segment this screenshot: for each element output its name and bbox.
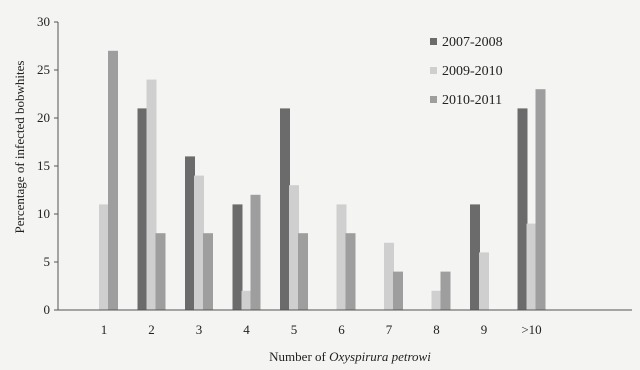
bar-3-1 (108, 50, 118, 311)
legend-label-3: 2010-2011 (442, 93, 502, 108)
y-tick-label-2: 10 (37, 206, 50, 221)
legend-label-1: 2007-2008 (442, 35, 503, 50)
bar-3-3 (203, 233, 213, 310)
bar-3-8 (440, 271, 451, 310)
bars-layer (99, 50, 546, 311)
legend-swatch-3 (430, 96, 437, 103)
x-tick-label-1: 1 (101, 322, 108, 337)
x-axis-title-prefix: Number of (269, 349, 329, 364)
y-tick-label-5: 25 (37, 62, 50, 77)
bar-1-4 (232, 204, 243, 310)
y-tick-label-3: 15 (37, 158, 50, 173)
y-axis-title: Percentage of infected bobwhites (12, 61, 27, 234)
bar-1-9 (470, 204, 480, 310)
y-tick-label-6: 30 (37, 14, 50, 29)
bar-2-6 (336, 204, 347, 310)
y-tick-label-4: 20 (37, 110, 50, 125)
legend: 2007-2008 2009-2010 2010-2011 (430, 35, 503, 108)
x-tick-label-10: >10 (521, 322, 541, 337)
x-tick-label-8: 8 (433, 322, 440, 337)
bar-2-9 (479, 252, 489, 310)
bar-2-4 (241, 290, 252, 310)
x-tick-label-6: 6 (338, 322, 345, 337)
y-tick-label-0: 0 (44, 302, 51, 317)
bar-2-8 (431, 290, 442, 310)
legend-swatch-2 (430, 67, 437, 74)
x-axis-title-species: Oxyspirura petrowi (329, 349, 431, 364)
x-axis-title: Number of Oxyspirura petrowi (269, 349, 431, 364)
x-tick-label-5: 5 (291, 322, 298, 337)
legend-label-2: 2009-2010 (442, 64, 503, 79)
bar-2-7 (384, 242, 394, 310)
bar-1-10 (517, 108, 528, 311)
legend-swatch-1 (430, 38, 437, 45)
bar-3-10 (535, 89, 546, 310)
x-tick-label-3: 3 (196, 322, 203, 337)
bar-3-4 (250, 194, 261, 310)
bar-1-3 (185, 156, 195, 310)
bar-2-3 (194, 175, 204, 310)
bar-2-2 (146, 79, 157, 310)
bar-3-6 (345, 233, 356, 310)
ticks-layer: 0 5 10 15 20 25 30 1 2 3 4 5 6 7 8 9 >10 (37, 14, 542, 337)
bar-2-10 (526, 223, 537, 310)
x-tick-label-4: 4 (243, 322, 250, 337)
y-tick-label-1: 5 (44, 254, 51, 269)
bar-3-5 (298, 233, 308, 310)
bar-2-5 (289, 185, 299, 310)
bar-3-7 (393, 271, 403, 310)
bar-1-5 (280, 108, 290, 311)
x-tick-label-9: 9 (481, 322, 488, 337)
bar-3-2 (155, 233, 166, 310)
x-tick-label-7: 7 (386, 322, 393, 337)
x-tick-label-2: 2 (148, 322, 155, 337)
bar-1-2 (137, 108, 148, 311)
bar-2-1 (99, 204, 109, 310)
